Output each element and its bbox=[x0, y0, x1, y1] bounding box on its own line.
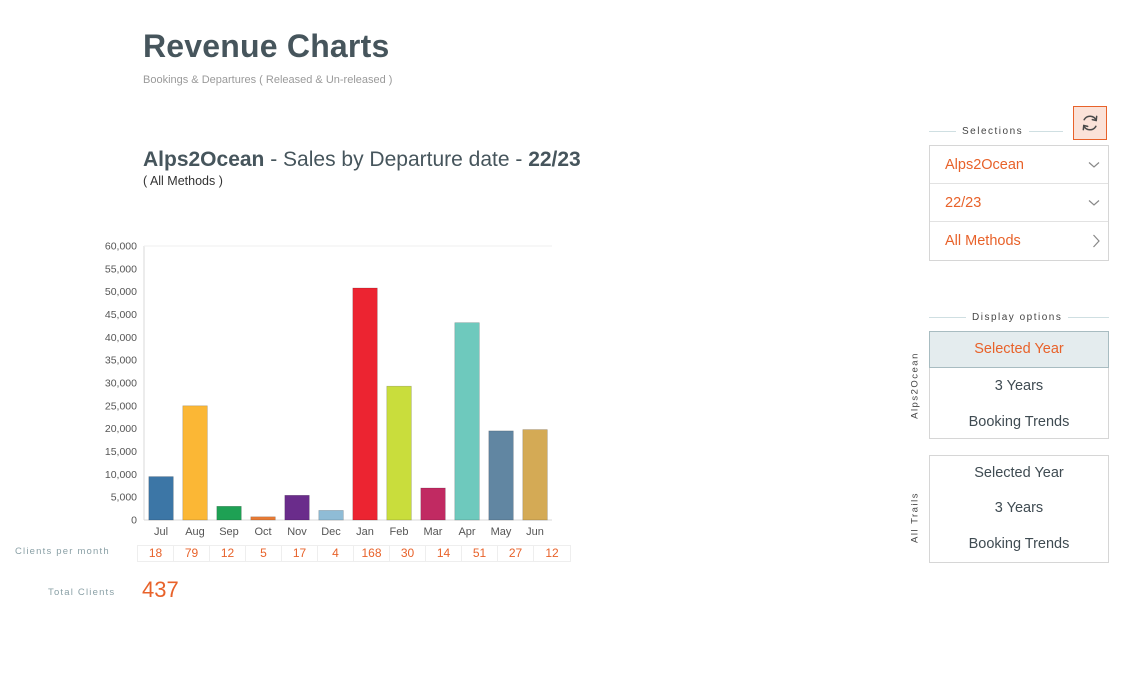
bar-may bbox=[488, 430, 514, 521]
method-select[interactable]: All Methods bbox=[930, 222, 1108, 260]
y-tick-label: 55,000 bbox=[105, 263, 137, 275]
caption-divider bbox=[1068, 317, 1109, 318]
bar-jun bbox=[522, 429, 548, 521]
y-tick-label: 10,000 bbox=[105, 469, 137, 481]
y-tick-label: 50,000 bbox=[105, 286, 137, 298]
group-label-all-trails: All Trails bbox=[909, 492, 921, 543]
bar-feb bbox=[386, 385, 412, 521]
bar-nov bbox=[284, 494, 310, 521]
caption-divider bbox=[1029, 131, 1063, 132]
chart-heading-brand: Alps2Ocean bbox=[143, 148, 265, 171]
clients-month-cell: 12 bbox=[545, 546, 559, 560]
chevron-down-icon bbox=[1088, 161, 1100, 168]
bar-aug bbox=[182, 405, 208, 521]
total-clients-value: 437 bbox=[142, 577, 179, 602]
option-booking-trends[interactable]: Booking Trends bbox=[968, 414, 1070, 430]
chart-heading: Alps2Ocean - Sales by Departure date - 2… bbox=[143, 148, 581, 172]
x-tick-label: Nov bbox=[287, 526, 307, 538]
selections-caption-text: Selections bbox=[962, 126, 1024, 137]
clients-month-cell: 5 bbox=[246, 546, 282, 561]
chevron-right-icon bbox=[1093, 234, 1100, 248]
bar-sep bbox=[216, 505, 242, 521]
option-3-years[interactable]: 3 Years bbox=[994, 500, 1044, 516]
group-label-alps2ocean: Alps2Ocean bbox=[909, 352, 921, 419]
chevron-down-icon bbox=[1088, 199, 1100, 206]
option-selected-year[interactable]: Selected Year bbox=[929, 331, 1109, 368]
y-tick-label: 0 bbox=[131, 515, 137, 527]
refresh-button[interactable] bbox=[1073, 106, 1107, 140]
caption-divider bbox=[929, 131, 956, 132]
trail-select-value: Alps2Ocean bbox=[945, 156, 1024, 173]
bar-jan bbox=[352, 287, 378, 521]
revenue-bar-chart: 0 5,000 10,000 15,000 20,000 25,000 30,000 35,0… bbox=[105, 241, 552, 538]
season-select[interactable]: 22/23 bbox=[930, 184, 1108, 222]
y-tick-label: 5,000 bbox=[111, 492, 137, 504]
bar-mar bbox=[420, 487, 446, 521]
y-tick-label: 40,000 bbox=[105, 332, 137, 344]
total-clients-label: Total Clients bbox=[48, 587, 116, 598]
y-tick-label: 60,000 bbox=[105, 241, 137, 253]
clients-month-cell: 17 bbox=[282, 546, 318, 561]
selections-caption: Selections bbox=[929, 126, 1063, 137]
clients-month-cell: 12 bbox=[210, 546, 246, 561]
caption-divider bbox=[929, 317, 966, 318]
x-tick-label: Feb bbox=[390, 526, 409, 538]
clients-month-cell: 14 bbox=[426, 546, 462, 561]
display-options-caption-text: Display options bbox=[972, 312, 1063, 323]
clients-per-month-row: 18 79 12 5 17 4 168 30 14 51 27 12 bbox=[137, 545, 571, 562]
clients-month-cell: 18 bbox=[138, 546, 174, 561]
page-title: Revenue Charts bbox=[143, 28, 390, 64]
clients-month-cell: 168 bbox=[354, 546, 390, 561]
y-tick-label: 30,000 bbox=[105, 378, 137, 390]
x-tick-label: May bbox=[491, 526, 512, 538]
option-3-years[interactable]: 3 Years bbox=[994, 378, 1044, 394]
chart-heading-season: 22/23 bbox=[528, 148, 581, 171]
method-select-value: All Methods bbox=[945, 233, 1021, 249]
x-tick-label: Aug bbox=[185, 526, 205, 538]
clients-per-month-label: Clients per month bbox=[15, 546, 110, 557]
clients-month-cell: 30 bbox=[390, 546, 426, 561]
x-tick-label: Mar bbox=[424, 526, 443, 538]
bar-dec bbox=[318, 510, 344, 521]
x-tick-label: Oct bbox=[254, 526, 271, 538]
clients-month-cell: 4 bbox=[318, 546, 354, 561]
bar-apr bbox=[454, 322, 480, 521]
page-subtitle: Bookings & Departures ( Released & Un-re… bbox=[143, 74, 393, 86]
x-tick-label: Apr bbox=[458, 526, 475, 538]
x-tick-label: Jan bbox=[356, 526, 374, 538]
selections-box: Alps2Ocean 22/23 All Methods bbox=[929, 145, 1109, 261]
clients-month-cell: 27 bbox=[498, 546, 534, 561]
bar-oct bbox=[250, 516, 276, 521]
trail-select[interactable]: Alps2Ocean bbox=[930, 146, 1108, 184]
y-tick-label: 45,000 bbox=[105, 309, 137, 321]
chart-heading-middle: - Sales by Departure date - bbox=[264, 148, 529, 171]
option-selected-year[interactable]: Selected Year bbox=[974, 465, 1064, 481]
bar-jul bbox=[148, 476, 174, 521]
y-tick-label: 35,000 bbox=[105, 355, 137, 367]
y-tick-label: 25,000 bbox=[105, 400, 137, 412]
clients-month-cell: 79 bbox=[174, 546, 210, 561]
season-select-value: 22/23 bbox=[945, 194, 982, 211]
x-tick-label: Jun bbox=[526, 526, 544, 538]
display-options-all-trails: Selected Year 3 Years Booking Trends bbox=[929, 455, 1109, 563]
clients-month-cell: 51 bbox=[462, 546, 498, 561]
refresh-icon bbox=[1082, 115, 1098, 131]
display-options-caption: Display options bbox=[929, 312, 1109, 323]
x-tick-label: Jul bbox=[154, 526, 168, 538]
y-tick-label: 15,000 bbox=[105, 446, 137, 458]
y-tick-label: 20,000 bbox=[105, 423, 137, 435]
chart-method-note: ( All Methods ) bbox=[143, 174, 223, 188]
x-tick-label: Dec bbox=[321, 526, 341, 538]
option-booking-trends[interactable]: Booking Trends bbox=[968, 536, 1070, 552]
display-options-alps2ocean: Selected Year 3 Years Booking Trends bbox=[929, 331, 1109, 439]
x-tick-label: Sep bbox=[219, 526, 239, 538]
